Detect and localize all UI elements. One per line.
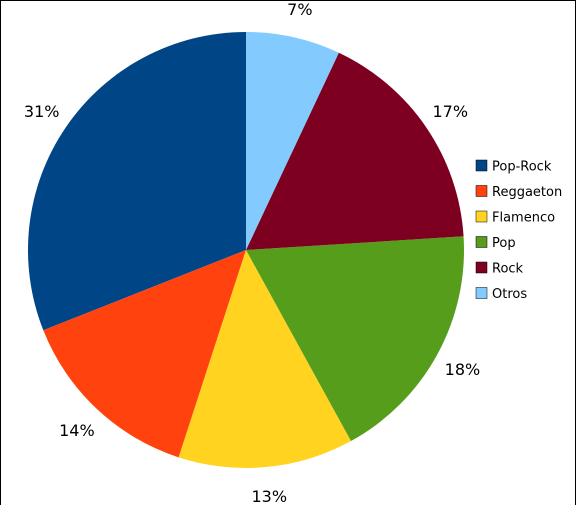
legend-swatch-pop-rock <box>475 159 488 172</box>
legend-label-flamenco: Flamenco <box>492 211 555 226</box>
percent-label-reggaeton: 14% <box>59 421 95 440</box>
legend-label-reggaeton: Reggaeton <box>492 185 562 200</box>
legend-swatch-otros <box>475 287 488 299</box>
legend-item-flamenco: Flamenco <box>475 210 555 226</box>
pie-slice-rock <box>246 52 464 250</box>
percent-label-flamenco: 13% <box>251 487 287 506</box>
percent-label-pop-rock: 31% <box>24 102 60 121</box>
legend: Pop-Rock Reggaeton Flamenco Pop Rock Otros <box>475 159 562 302</box>
legend-item-pop-rock: Pop-Rock <box>475 159 552 175</box>
percent-label-pop: 18% <box>445 360 481 379</box>
legend-item-rock: Rock <box>475 261 524 277</box>
legend-label-otros: Otros <box>492 287 527 302</box>
legend-swatch-reggaeton <box>475 185 488 197</box>
pie-slice-pop <box>246 236 464 442</box>
legend-item-reggaeton: Reggaeton <box>475 185 562 200</box>
pie-slices <box>28 32 464 469</box>
legend-label-pop-rock: Pop-Rock <box>492 160 552 175</box>
legend-item-pop: Pop <box>475 236 516 251</box>
percent-label-otros: 7% <box>287 1 312 19</box>
legend-swatch-rock <box>475 261 488 274</box>
pie-slice-pop-rock <box>28 32 246 331</box>
legend-swatch-pop <box>475 236 488 248</box>
legend-swatch-flamenco <box>475 210 488 223</box>
legend-label-rock: Rock <box>492 262 524 277</box>
pie-slice-otros <box>246 32 339 250</box>
percent-label-rock: 17% <box>433 102 469 121</box>
legend-item-otros: Otros <box>475 287 527 302</box>
pie-slice-flamenco <box>178 250 352 469</box>
pie-slice-reggaeton <box>43 250 246 458</box>
pie-percent-labels: 31% 14% 13% 18% 17% 7% <box>24 1 480 506</box>
legend-label-pop: Pop <box>492 236 516 251</box>
